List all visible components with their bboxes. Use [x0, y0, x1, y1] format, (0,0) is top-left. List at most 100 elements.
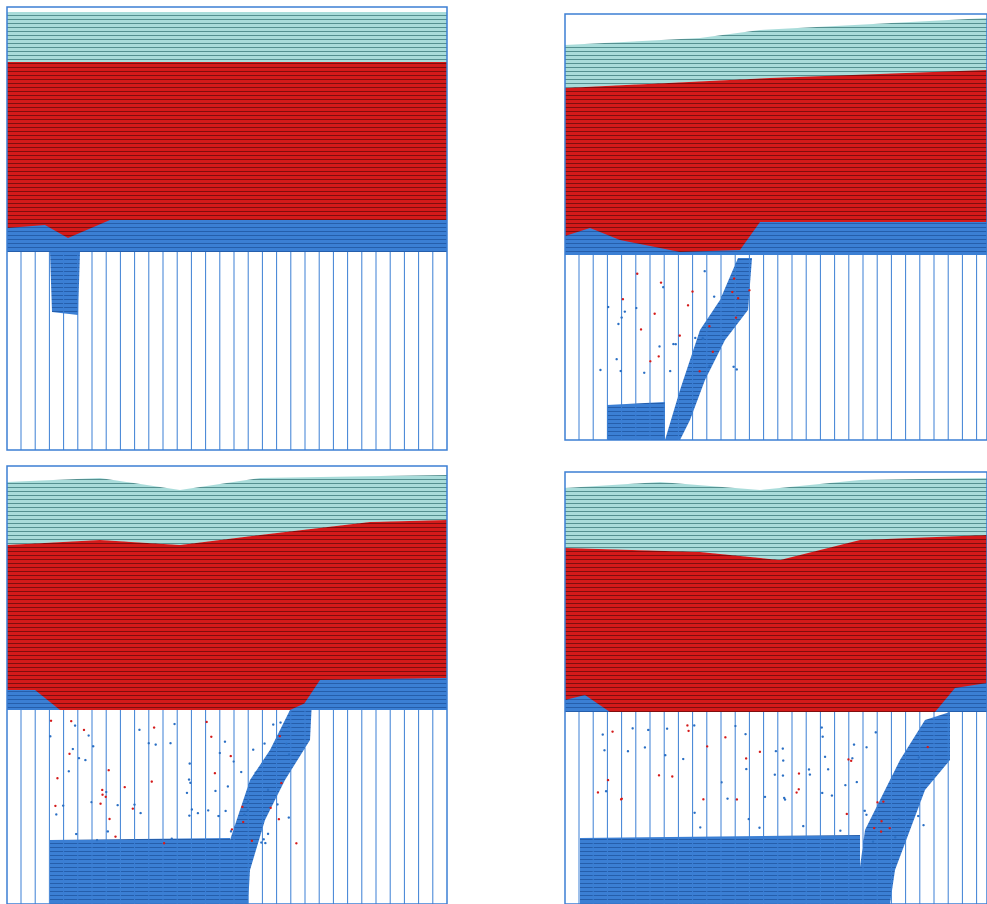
particle: [694, 337, 696, 339]
particle: [255, 771, 257, 773]
particle: [927, 746, 929, 748]
particle: [188, 762, 190, 764]
red-layer: [565, 535, 987, 712]
particle: [850, 760, 852, 762]
particle: [214, 790, 216, 792]
particle: [75, 833, 77, 835]
particle: [287, 726, 289, 728]
particle: [702, 338, 704, 340]
particle: [653, 313, 655, 315]
particle: [636, 273, 638, 275]
particle: [708, 325, 710, 327]
particle: [735, 316, 737, 318]
particle: [831, 794, 833, 796]
particle: [918, 756, 920, 758]
particle-column: [50, 252, 80, 315]
particle: [731, 291, 733, 293]
particle: [745, 768, 747, 770]
particle: [922, 824, 924, 826]
particle: [295, 842, 297, 844]
particle: [279, 721, 281, 723]
particle: [87, 734, 89, 736]
particle: [898, 818, 900, 820]
particle: [217, 815, 219, 817]
particle: [207, 809, 209, 811]
particle: [224, 810, 226, 812]
particle: [660, 281, 662, 283]
particle: [173, 723, 175, 725]
particle: [107, 769, 109, 771]
particle: [821, 792, 823, 794]
particle: [699, 826, 701, 828]
particle: [230, 755, 232, 757]
particle: [70, 720, 72, 722]
particle: [611, 730, 613, 732]
particle: [844, 784, 846, 786]
particle: [671, 775, 673, 777]
particle: [624, 310, 626, 312]
particle: [197, 812, 199, 814]
particle: [764, 796, 766, 798]
particle: [782, 747, 784, 749]
particle: [603, 749, 605, 751]
particle: [602, 733, 604, 735]
particle-pile: [50, 838, 230, 904]
particle: [713, 295, 715, 297]
particle: [620, 316, 622, 318]
cyan-layer: [7, 12, 447, 62]
particle: [672, 343, 674, 345]
particle: [138, 729, 140, 731]
particle: [96, 839, 98, 841]
panel: [565, 472, 987, 904]
particle: [279, 735, 281, 737]
particle: [864, 810, 866, 812]
particle: [241, 806, 243, 808]
particle: [622, 298, 624, 300]
particle: [607, 779, 609, 781]
particle: [251, 840, 253, 842]
particle: [227, 785, 229, 787]
particle: [263, 742, 265, 744]
particle: [72, 748, 74, 750]
particle: [269, 807, 271, 809]
particle: [662, 286, 664, 288]
particle: [876, 801, 878, 803]
particle: [620, 798, 622, 800]
particle: [210, 736, 212, 738]
particle: [49, 735, 51, 737]
particle: [872, 840, 874, 842]
particle: [758, 827, 760, 829]
particle: [824, 756, 826, 758]
particle: [68, 770, 70, 772]
particle: [682, 758, 684, 760]
particle: [163, 842, 165, 844]
particle: [821, 736, 823, 738]
particle: [808, 768, 810, 770]
particle: [107, 830, 109, 832]
particle: [856, 781, 858, 783]
particle: [704, 270, 706, 272]
particle: [647, 729, 649, 731]
particle: [827, 768, 829, 770]
particle: [153, 726, 155, 728]
particle: [124, 786, 126, 788]
particle: [675, 343, 677, 345]
particle: [188, 778, 190, 780]
particle: [875, 731, 877, 733]
particle: [873, 827, 875, 829]
figure: [0, 0, 987, 904]
red-layer: [7, 62, 447, 238]
particle: [734, 725, 736, 727]
particle: [732, 366, 734, 368]
particle: [737, 297, 739, 299]
particle: [702, 798, 704, 800]
particle: [214, 772, 216, 774]
particle: [693, 812, 695, 814]
particle: [101, 794, 103, 796]
particle: [101, 789, 103, 791]
particle: [276, 803, 278, 805]
particle: [774, 773, 776, 775]
particle: [105, 791, 107, 793]
particle: [267, 789, 269, 791]
particle: [698, 370, 700, 372]
